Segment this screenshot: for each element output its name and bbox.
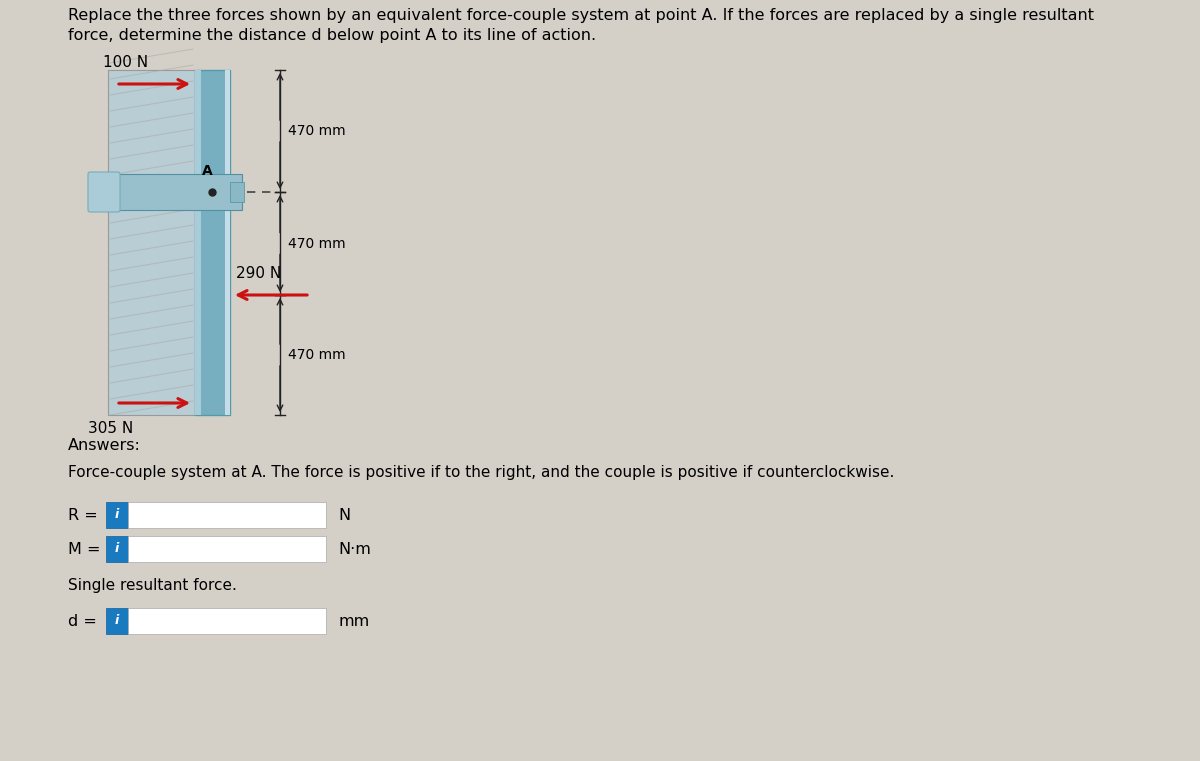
Text: M =: M = xyxy=(68,542,101,556)
Text: 470 mm: 470 mm xyxy=(288,348,346,362)
Text: force, determine the distance d below point A to its line of action.: force, determine the distance d below po… xyxy=(68,28,596,43)
Text: Replace the three forces shown by an equivalent force-couple system at point A. : Replace the three forces shown by an equ… xyxy=(68,8,1094,23)
Bar xyxy=(194,70,230,415)
Text: d =: d = xyxy=(68,613,97,629)
Text: N·m: N·m xyxy=(338,542,371,556)
Bar xyxy=(128,502,326,528)
Text: Answers:: Answers: xyxy=(68,438,140,453)
Bar xyxy=(128,536,326,562)
Text: 290 N: 290 N xyxy=(236,266,281,281)
Text: Force-couple system at A. The force is positive if to the right, and the couple : Force-couple system at A. The force is p… xyxy=(68,465,894,480)
Text: 470 mm: 470 mm xyxy=(288,124,346,138)
Text: R =: R = xyxy=(68,508,97,523)
Text: mm: mm xyxy=(338,613,370,629)
Bar xyxy=(128,608,326,634)
Text: A: A xyxy=(202,164,212,178)
Text: i: i xyxy=(115,508,119,521)
Bar xyxy=(106,608,128,634)
Bar xyxy=(230,182,244,202)
Bar xyxy=(226,70,230,415)
Bar xyxy=(106,502,128,528)
Bar xyxy=(118,174,242,210)
Bar xyxy=(194,70,202,415)
Text: N: N xyxy=(338,508,350,523)
Text: 100 N: 100 N xyxy=(103,55,148,70)
Text: i: i xyxy=(115,543,119,556)
Text: 470 mm: 470 mm xyxy=(288,237,346,250)
FancyBboxPatch shape xyxy=(88,172,120,212)
Text: i: i xyxy=(115,614,119,628)
Text: 305 N: 305 N xyxy=(88,421,133,436)
Bar xyxy=(106,536,128,562)
Bar xyxy=(108,70,194,415)
Text: Single resultant force.: Single resultant force. xyxy=(68,578,236,593)
